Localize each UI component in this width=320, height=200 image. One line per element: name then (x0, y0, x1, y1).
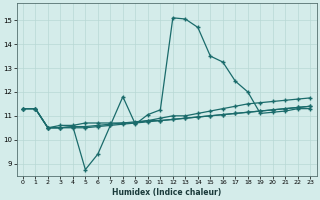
X-axis label: Humidex (Indice chaleur): Humidex (Indice chaleur) (112, 188, 221, 197)
